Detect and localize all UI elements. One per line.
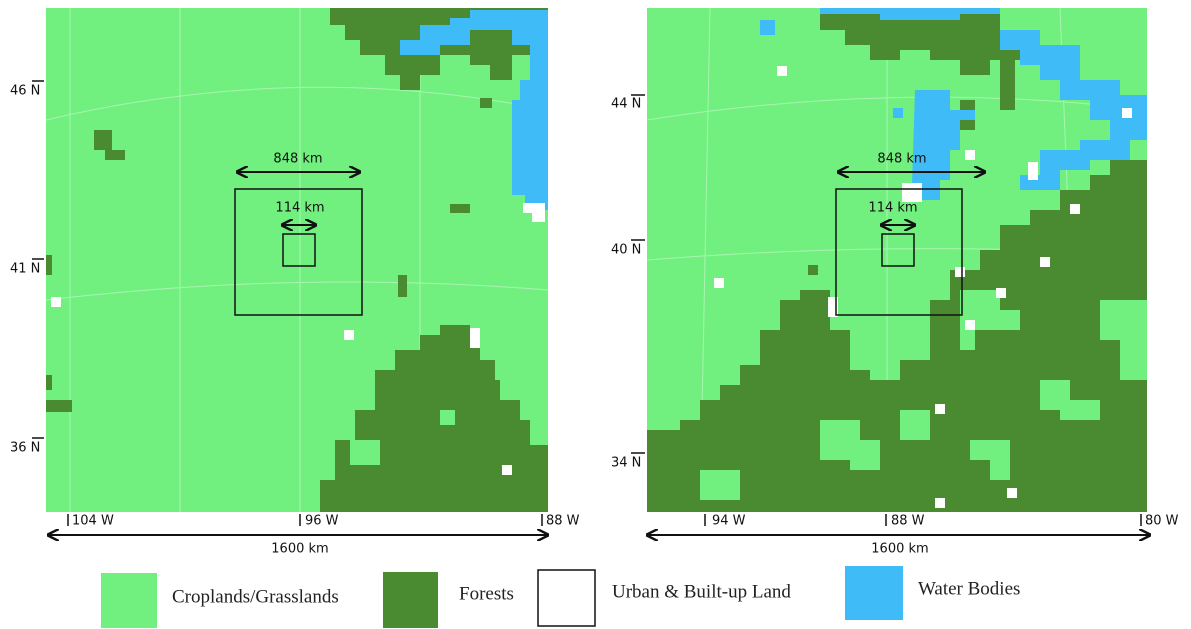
lat-label: 40 N bbox=[611, 243, 641, 258]
distance-label: 1600 km bbox=[271, 542, 328, 557]
legend-label: Croplands/Grasslands bbox=[172, 586, 339, 607]
figure: 848 km 114 km 46 N 41 N 36 N 104 W 96 W … bbox=[0, 0, 1191, 629]
legend-swatch bbox=[101, 573, 157, 628]
legend-swatch bbox=[538, 570, 595, 626]
lat-label: 36 N bbox=[10, 441, 40, 456]
distance-label: 1600 km bbox=[871, 542, 928, 557]
lon-label: 96 W bbox=[305, 514, 339, 529]
lon-label: 80 W bbox=[1145, 514, 1179, 529]
left-map: 848 km 114 km 46 N 41 N 36 N 104 W 96 W … bbox=[10, 8, 580, 557]
legend-label: Urban & Built-up Land bbox=[612, 581, 791, 602]
legend-swatch bbox=[383, 572, 438, 628]
lon-label: 88 W bbox=[546, 514, 580, 529]
lat-label: 34 N bbox=[611, 456, 641, 471]
lon-label: 88 W bbox=[891, 514, 925, 529]
distance-label: 114 km bbox=[275, 201, 324, 216]
lat-label: 44 N bbox=[611, 97, 641, 112]
legend-swatch bbox=[845, 566, 903, 620]
legend-label: Water Bodies bbox=[918, 578, 1020, 599]
distance-label: 114 km bbox=[868, 201, 917, 216]
lat-label: 46 N bbox=[10, 84, 40, 99]
right-map: 848 km 114 km 44 N 40 N 34 N 94 W 88 W 8… bbox=[611, 8, 1179, 557]
lon-label: 94 W bbox=[712, 514, 746, 529]
lat-label: 41 N bbox=[10, 262, 40, 277]
distance-label: 848 km bbox=[273, 152, 322, 167]
lon-label: 104 W bbox=[72, 514, 114, 529]
distance-label: 848 km bbox=[877, 152, 926, 167]
legend: Croplands/Grasslands Forests Urban & Bui… bbox=[101, 566, 1020, 628]
legend-label: Forests bbox=[459, 583, 514, 604]
